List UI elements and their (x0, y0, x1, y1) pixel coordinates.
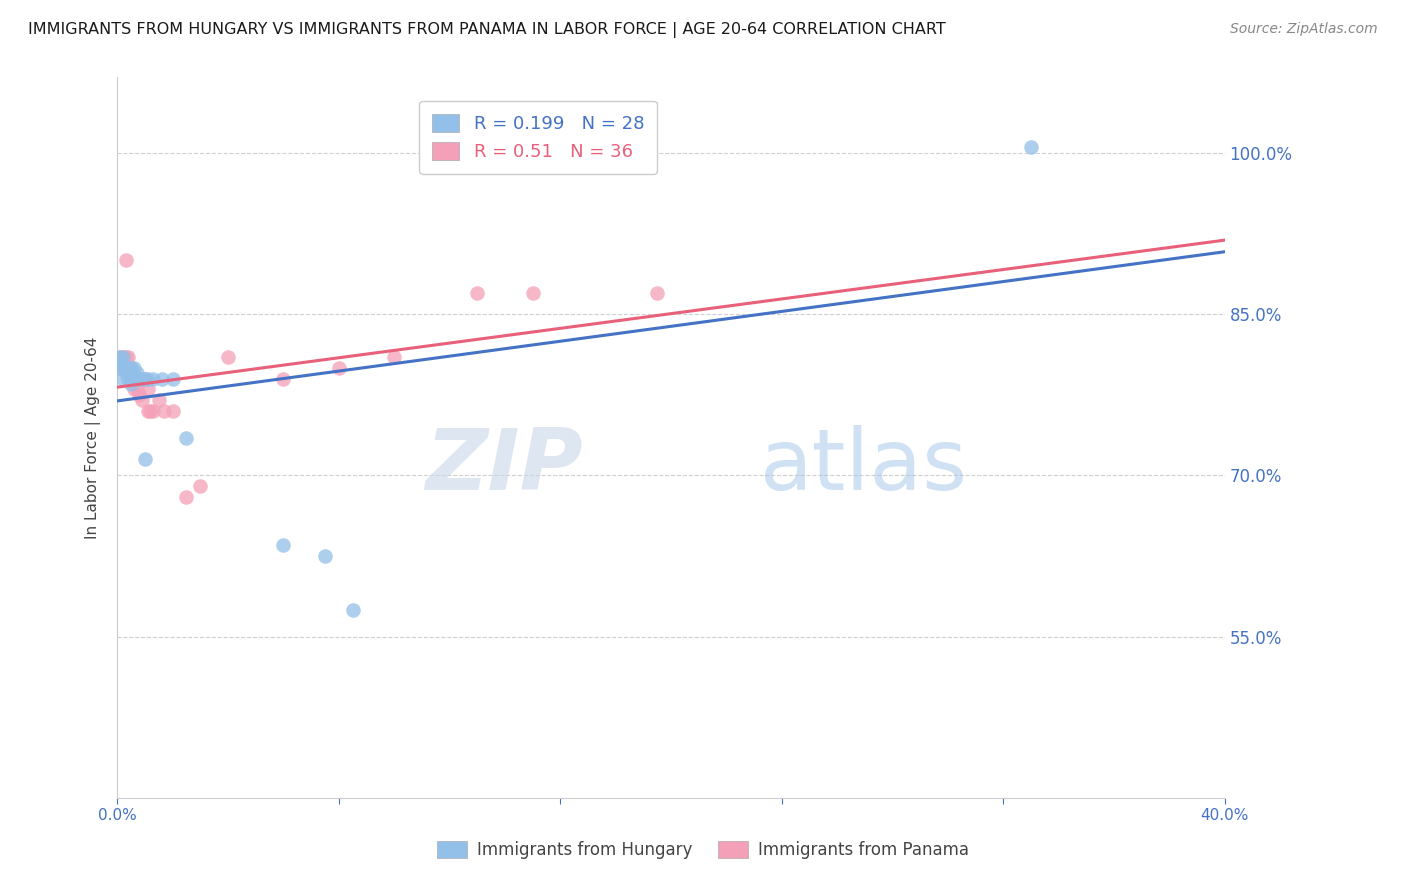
Point (645, 285, 668, 300)
Point (134, 452, 156, 467)
Point (108, 350, 131, 364)
Point (125, 382, 148, 396)
Point (131, 371, 153, 385)
Point (108, 360, 131, 375)
Point (134, 371, 156, 385)
Point (136, 371, 159, 385)
Point (128, 388, 150, 402)
Point (120, 371, 142, 385)
Point (148, 393, 170, 408)
Point (134, 371, 156, 385)
Text: IMMIGRANTS FROM HUNGARY VS IMMIGRANTS FROM PANAMA IN LABOR FORCE | AGE 20-64 COR: IMMIGRANTS FROM HUNGARY VS IMMIGRANTS FR… (28, 22, 946, 38)
Point (128, 371, 150, 385)
Point (111, 350, 134, 364)
Point (114, 350, 136, 364)
Point (114, 253, 136, 268)
Point (139, 404, 162, 418)
Legend: Immigrants from Hungary, Immigrants from Panama: Immigrants from Hungary, Immigrants from… (430, 834, 976, 866)
Point (162, 371, 184, 385)
Point (188, 479, 211, 493)
Point (108, 350, 131, 364)
Text: ZIP: ZIP (425, 425, 582, 508)
Point (111, 360, 134, 375)
Point (122, 371, 145, 385)
Point (217, 350, 239, 364)
Point (125, 371, 148, 385)
Point (382, 350, 405, 364)
Point (328, 360, 350, 375)
Point (131, 393, 153, 408)
Point (122, 360, 145, 375)
Point (111, 371, 134, 385)
Point (142, 404, 165, 418)
Point (273, 371, 295, 385)
Point (131, 371, 153, 385)
Point (122, 382, 145, 396)
Point (117, 360, 139, 375)
Point (153, 404, 176, 418)
Text: atlas: atlas (759, 425, 967, 508)
Point (108, 360, 131, 375)
Legend: R = 0.199   N = 28, R = 0.51   N = 36: R = 0.199 N = 28, R = 0.51 N = 36 (419, 101, 657, 174)
Point (314, 549, 336, 563)
Point (114, 360, 136, 375)
Point (128, 371, 150, 385)
Point (522, 285, 544, 300)
Point (136, 404, 159, 418)
Text: Source: ZipAtlas.com: Source: ZipAtlas.com (1230, 22, 1378, 37)
Point (162, 404, 184, 418)
Y-axis label: In Labor Force | Age 20-64: In Labor Force | Age 20-64 (86, 336, 101, 539)
Point (117, 371, 139, 385)
Point (120, 376, 142, 391)
Point (117, 360, 139, 375)
Point (342, 603, 364, 617)
Point (114, 366, 136, 380)
Point (122, 371, 145, 385)
Point (273, 538, 295, 552)
Point (111, 360, 134, 375)
Point (142, 371, 165, 385)
Point (176, 431, 198, 445)
Point (125, 366, 148, 380)
Point (111, 350, 134, 364)
Point (108, 355, 131, 369)
Point (117, 350, 139, 364)
Point (176, 490, 198, 504)
Point (120, 360, 142, 375)
Point (1019, 140, 1042, 154)
Point (150, 371, 173, 385)
Point (136, 382, 159, 396)
Point (465, 285, 488, 300)
Point (120, 360, 142, 375)
